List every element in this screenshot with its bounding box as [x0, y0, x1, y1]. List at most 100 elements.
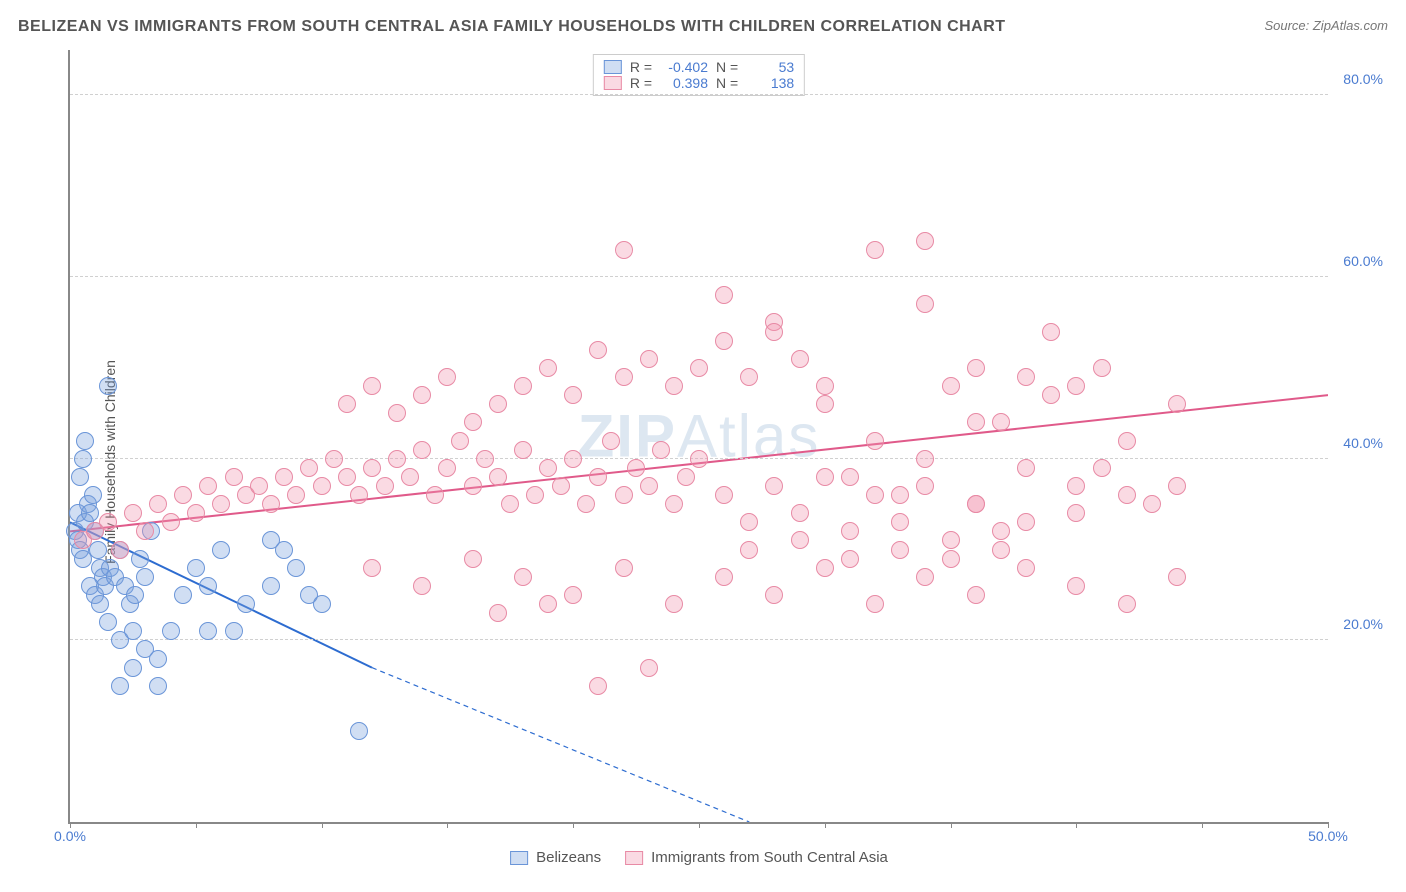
swatch-immigrants [604, 76, 622, 90]
point-immigrants [275, 468, 293, 486]
point-immigrants [577, 495, 595, 513]
point-immigrants [1093, 459, 1111, 477]
stats-row-immigrants: R = 0.398 N = 138 [604, 75, 794, 91]
point-immigrants [841, 522, 859, 540]
point-immigrants [438, 368, 456, 386]
point-immigrants [451, 432, 469, 450]
point-belizeans [174, 586, 192, 604]
point-immigrants [1067, 477, 1085, 495]
x-tick-mark [322, 822, 323, 828]
point-immigrants [715, 332, 733, 350]
point-immigrants [615, 241, 633, 259]
point-immigrants [866, 241, 884, 259]
point-immigrants [438, 459, 456, 477]
point-immigrants [640, 477, 658, 495]
point-immigrants [589, 341, 607, 359]
point-immigrants [816, 377, 834, 395]
point-immigrants [866, 432, 884, 450]
point-immigrants [615, 559, 633, 577]
point-belizeans [99, 377, 117, 395]
point-immigrants [841, 550, 859, 568]
point-immigrants [627, 459, 645, 477]
point-belizeans [76, 432, 94, 450]
point-immigrants [589, 468, 607, 486]
point-belizeans [89, 541, 107, 559]
y-tick-label: 80.0% [1343, 71, 1383, 87]
point-belizeans [287, 559, 305, 577]
point-immigrants [665, 595, 683, 613]
stats-legend-box: R = -0.402 N = 53 R = 0.398 N = 138 [593, 54, 805, 96]
point-immigrants [174, 486, 192, 504]
point-immigrants [916, 568, 934, 586]
point-immigrants [740, 368, 758, 386]
point-immigrants [350, 486, 368, 504]
bottom-legend: Belizeans Immigrants from South Central … [510, 849, 888, 866]
swatch-belizeans-bottom [510, 851, 528, 865]
point-immigrants [1093, 359, 1111, 377]
y-tick-label: 40.0% [1343, 435, 1383, 451]
point-immigrants [992, 413, 1010, 431]
point-immigrants [1017, 513, 1035, 531]
point-immigrants [1168, 395, 1186, 413]
point-immigrants [615, 368, 633, 386]
legend-item-belizeans: Belizeans [510, 849, 601, 866]
point-immigrants [841, 468, 859, 486]
point-belizeans [313, 595, 331, 613]
x-tick-mark [951, 822, 952, 828]
point-immigrants [816, 559, 834, 577]
point-belizeans [84, 486, 102, 504]
point-immigrants [602, 432, 620, 450]
point-immigrants [313, 477, 331, 495]
trend-lines [70, 50, 1328, 822]
point-immigrants [942, 531, 960, 549]
point-immigrants [1042, 386, 1060, 404]
point-immigrants [1118, 486, 1136, 504]
point-immigrants [564, 386, 582, 404]
point-immigrants [401, 468, 419, 486]
point-belizeans [71, 468, 89, 486]
point-immigrants [363, 377, 381, 395]
point-immigrants [325, 450, 343, 468]
point-belizeans [124, 622, 142, 640]
point-immigrants [866, 595, 884, 613]
chart-title: BELIZEAN VS IMMIGRANTS FROM SOUTH CENTRA… [18, 18, 1006, 35]
y-tick-label: 20.0% [1343, 616, 1383, 632]
x-tick-mark [1076, 822, 1077, 828]
point-immigrants [942, 550, 960, 568]
point-immigrants [740, 541, 758, 559]
point-immigrants [464, 477, 482, 495]
point-immigrants [199, 477, 217, 495]
point-belizeans [262, 577, 280, 595]
point-immigrants [363, 459, 381, 477]
point-belizeans [91, 595, 109, 613]
point-immigrants [765, 586, 783, 604]
point-immigrants [212, 495, 230, 513]
chart-header: BELIZEAN VS IMMIGRANTS FROM SOUTH CENTRA… [18, 18, 1388, 42]
point-immigrants [1168, 477, 1186, 495]
x-tick-mark [699, 822, 700, 828]
point-belizeans [99, 613, 117, 631]
point-immigrants [891, 486, 909, 504]
point-immigrants [916, 477, 934, 495]
point-belizeans [81, 504, 99, 522]
point-immigrants [615, 486, 633, 504]
point-immigrants [388, 450, 406, 468]
point-immigrants [111, 541, 129, 559]
point-belizeans [212, 541, 230, 559]
point-immigrants [489, 395, 507, 413]
point-immigrants [677, 468, 695, 486]
point-immigrants [464, 550, 482, 568]
point-immigrants [652, 441, 670, 459]
point-immigrants [564, 586, 582, 604]
point-immigrants [665, 377, 683, 395]
x-tick-label: 0.0% [54, 828, 86, 844]
point-immigrants [250, 477, 268, 495]
point-immigrants [136, 522, 154, 540]
point-immigrants [1168, 568, 1186, 586]
point-belizeans [131, 550, 149, 568]
point-immigrants [791, 350, 809, 368]
point-immigrants [564, 450, 582, 468]
point-immigrants [1017, 368, 1035, 386]
point-immigrants [816, 395, 834, 413]
gridline-h [70, 639, 1328, 640]
